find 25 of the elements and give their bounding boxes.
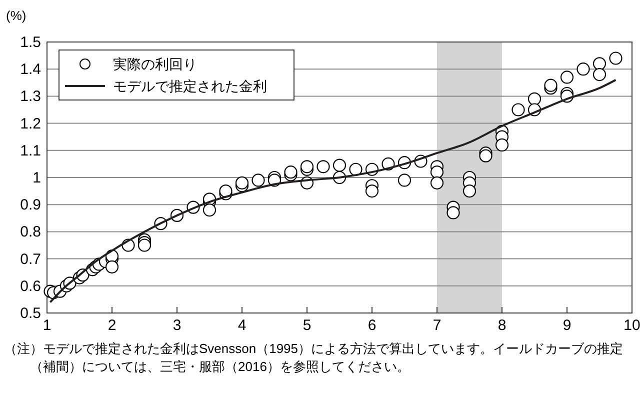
- x-tick-label: 8: [498, 317, 506, 334]
- y-axis-title: (%): [6, 8, 26, 23]
- y-tick-label: 1.5: [20, 34, 41, 51]
- y-tick-label: 0.8: [20, 224, 41, 241]
- y-tick-label: 1.1: [20, 142, 41, 160]
- text: （注）モデルで推定された金利はSvensson（1995）による方法で算出しています。イールドカーブの推定（補間）については、三宅・服部（2016）を参照してください。: [4, 341, 624, 374]
- x-tick-label: 2: [108, 317, 116, 334]
- legend-label: モデルで推定された金利: [113, 78, 267, 94]
- legend-label: 実際の利回り: [113, 56, 197, 72]
- y-tick-label: 1.4: [20, 61, 41, 78]
- y-tick-label: 1.3: [20, 88, 41, 106]
- x-tick-label: 9: [562, 317, 572, 334]
- x-tick-label: 1: [42, 317, 52, 334]
- y-tick-label: 1.2: [20, 115, 41, 132]
- x-tick-label: 3: [172, 317, 182, 334]
- y-tick-label: 0.5: [20, 305, 41, 322]
- x-tick-label: 4: [238, 317, 246, 334]
- y-tick-label: 1: [32, 170, 41, 186]
- x-tick-label: 7: [432, 317, 442, 334]
- y-tick-label: 0.6: [20, 278, 41, 295]
- x-tick-label: 10: [624, 317, 640, 334]
- x-tick-label: 5: [302, 317, 312, 334]
- x-tick-label: 6: [368, 317, 376, 334]
- y-tick-label: 0.9: [20, 196, 41, 214]
- y-tick-label: 0.7: [20, 250, 41, 268]
